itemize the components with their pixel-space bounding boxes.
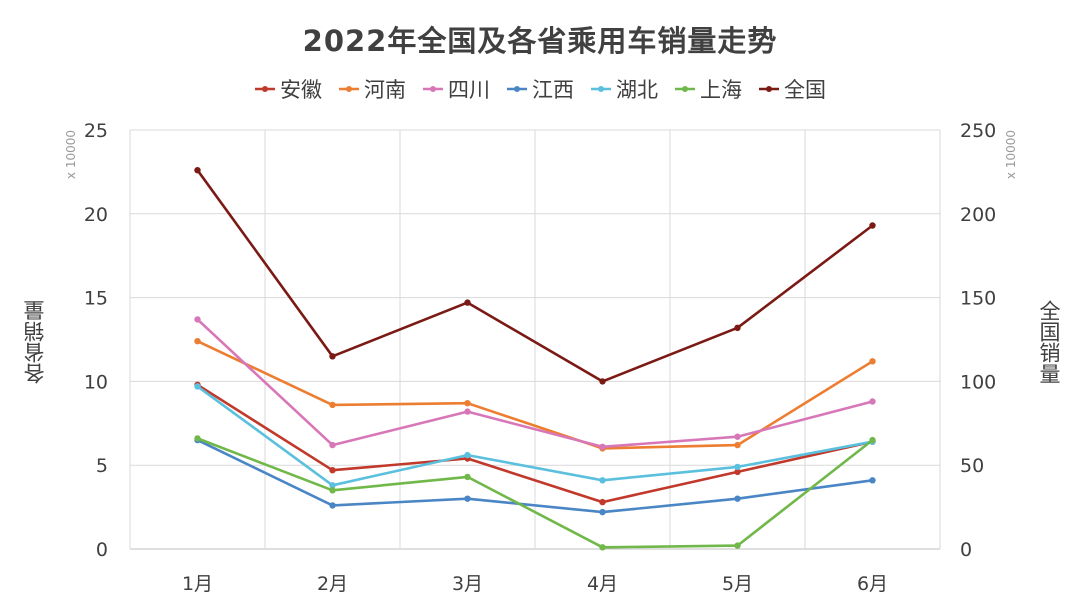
legend-swatch (675, 86, 695, 92)
legend-item-2: 四川 (422, 74, 490, 104)
y-tick-label: 25 (84, 120, 108, 142)
legend-swatch (507, 86, 527, 92)
x-tick-label: 5月 (722, 573, 753, 595)
legend-item-0: 安徽 (254, 74, 322, 104)
y2-tick-label: 250 (960, 120, 996, 142)
y-tick-label: 20 (84, 204, 108, 226)
y2-tick-label: 150 (960, 288, 996, 310)
data-point (734, 542, 741, 549)
data-point (599, 443, 606, 450)
data-point (599, 508, 606, 516)
legend-label: 全国 (784, 78, 826, 102)
data-point (734, 468, 741, 476)
y-tick-label: 10 (84, 371, 108, 393)
data-point (194, 316, 201, 323)
legend-label: 四川 (448, 78, 490, 102)
y-tick-label: 0 (96, 539, 108, 561)
data-point (329, 502, 336, 509)
data-point (734, 324, 741, 331)
data-point (464, 408, 471, 415)
data-point (329, 487, 336, 494)
legend-swatch (759, 86, 779, 92)
data-point (464, 299, 471, 306)
x-tick-label: 1月 (182, 573, 213, 595)
data-point (869, 477, 876, 484)
series-line-2 (196, 318, 873, 449)
legend-label: 河南 (364, 78, 406, 102)
data-point (869, 436, 876, 444)
legend-swatch (255, 86, 275, 92)
legend-item-3: 江西 (506, 74, 574, 104)
data-point (869, 398, 876, 405)
legend-item-1: 河南 (338, 74, 406, 104)
legend-item-5: 上海 (674, 74, 742, 104)
x-tick-label: 3月 (452, 573, 483, 595)
series-line-5 (197, 437, 874, 549)
data-point (464, 400, 471, 407)
data-point (869, 222, 876, 229)
legend-label: 江西 (532, 78, 574, 102)
data-point (194, 338, 201, 345)
data-point (464, 495, 471, 502)
data-point (194, 167, 201, 174)
data-point (329, 401, 336, 409)
data-point (734, 433, 741, 440)
legend: 安徽 河南 四川 江西 湖北 上海 全国 (0, 74, 1080, 104)
data-point (329, 467, 336, 474)
data-point (464, 473, 471, 481)
data-point (194, 435, 201, 442)
legend-item-4: 湖北 (590, 74, 658, 104)
data-point (599, 544, 606, 551)
legend-swatch (423, 86, 443, 92)
series-line-6 (196, 169, 874, 383)
y2-axis-title: 全国销量 (1037, 300, 1061, 384)
x-tick-label: 4月 (587, 573, 618, 595)
data-point (464, 451, 471, 459)
x-tick-label: 6月 (857, 573, 888, 595)
data-point (599, 498, 606, 506)
legend-label: 上海 (700, 78, 742, 102)
data-point (599, 477, 606, 484)
legend-item-6: 全国 (758, 74, 826, 104)
y-tick-label: 5 (96, 455, 108, 477)
data-point (734, 441, 741, 449)
y2-tick-label: 50 (960, 455, 984, 477)
data-point (329, 441, 336, 449)
legend-label: 湖北 (616, 78, 658, 102)
chart-title: 2022年全国及各省乘用车销量走势 (302, 24, 778, 58)
data-point (734, 495, 741, 502)
data-point (194, 383, 201, 390)
legend-label: 安徽 (280, 78, 322, 102)
y2-tick-label: 0 (960, 539, 972, 561)
data-point (734, 463, 741, 471)
legend-swatch (591, 86, 611, 92)
series-line-3 (196, 438, 873, 514)
data-point (329, 482, 336, 489)
y2-tick-label: 200 (960, 204, 996, 226)
data-point (329, 353, 336, 360)
data-point (599, 378, 606, 385)
legend-swatch (339, 86, 359, 92)
data-point (869, 358, 876, 365)
y2-tick-label: 100 (960, 371, 996, 393)
series-line-0 (196, 383, 873, 504)
x-tick-label: 2月 (317, 573, 348, 595)
y-tick-label: 15 (84, 288, 108, 310)
series-line-4 (196, 385, 873, 487)
